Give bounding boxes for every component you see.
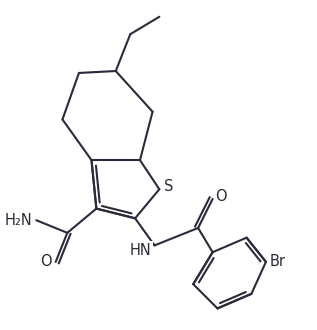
Text: S: S xyxy=(164,179,174,194)
Text: Br: Br xyxy=(270,254,286,269)
Text: HN: HN xyxy=(130,243,152,258)
Text: O: O xyxy=(216,188,227,204)
Text: H₂N: H₂N xyxy=(5,213,32,228)
Text: O: O xyxy=(40,254,52,269)
